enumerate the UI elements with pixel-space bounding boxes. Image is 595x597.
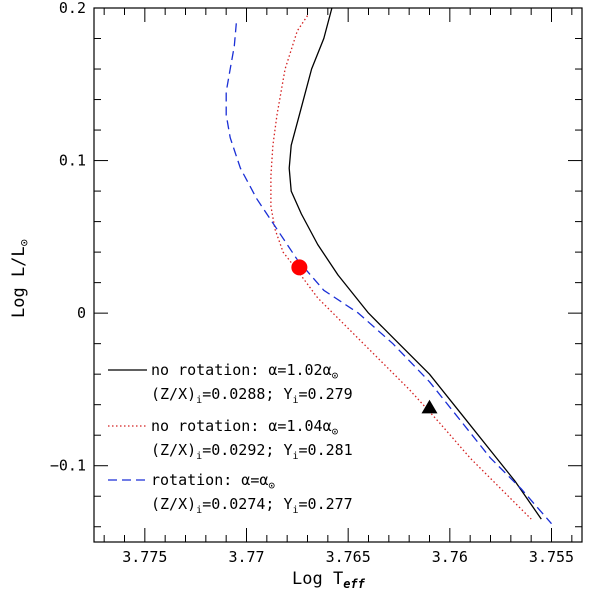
y-tick-label: 0 xyxy=(77,304,86,322)
y-axis-label-sub: ⊙ xyxy=(17,239,31,246)
y-tick-label: 0.2 xyxy=(59,0,86,17)
legend-entry-1-line-1: no rotation: α=1.02α⊙ xyxy=(151,361,338,382)
legend-entry-1-line-2: (Z/X)i=0.0288; Yi=0.279 xyxy=(151,385,353,406)
series-line-solid xyxy=(288,7,542,520)
legend-entry-3-line-1: rotation: α=α⊙ xyxy=(151,471,275,492)
y-axis-label: Log L/L⊙ xyxy=(9,239,31,318)
marker-circle xyxy=(291,259,308,276)
x-axis-label-main: Log T xyxy=(292,569,343,589)
series-line-dashed xyxy=(225,23,552,525)
legend-entry-2-line-2: (Z/X)i=0.0292; Yi=0.281 xyxy=(151,441,353,462)
x-axis-label: Log Teff xyxy=(292,569,366,591)
y-tick-label: −0.1 xyxy=(50,457,86,475)
axis-ticks xyxy=(94,7,582,542)
series-line-dotted xyxy=(270,15,532,520)
x-tick-label: 3.755 xyxy=(529,548,574,566)
x-tick-label: 3.775 xyxy=(122,548,167,566)
y-tick-labels: −0.1 0 0.1 0.2 xyxy=(50,0,86,475)
x-tick-labels: 3.775 3.77 3.765 3.76 3.755 xyxy=(122,548,574,566)
y-tick-label: 0.1 xyxy=(59,152,86,170)
plot-frame xyxy=(93,7,583,543)
legend-entry-2-line-1: no rotation: α=1.04α⊙ xyxy=(151,417,338,438)
series-lines xyxy=(225,7,552,525)
legend-entry-3-line-2: (Z/X)i=0.0274; Yi=0.277 xyxy=(151,495,353,516)
legend: no rotation: α=1.02α⊙ (Z/X)i=0.0288; Yi=… xyxy=(108,361,353,516)
x-tick-label: 3.765 xyxy=(326,548,371,566)
x-axis-label-sub: eff xyxy=(343,577,365,591)
marker-triangle xyxy=(421,399,438,414)
y-axis-label-main: Log L/L xyxy=(9,246,29,318)
x-tick-label: 3.77 xyxy=(228,548,264,566)
x-tick-label: 3.76 xyxy=(432,548,468,566)
markers xyxy=(291,259,438,414)
